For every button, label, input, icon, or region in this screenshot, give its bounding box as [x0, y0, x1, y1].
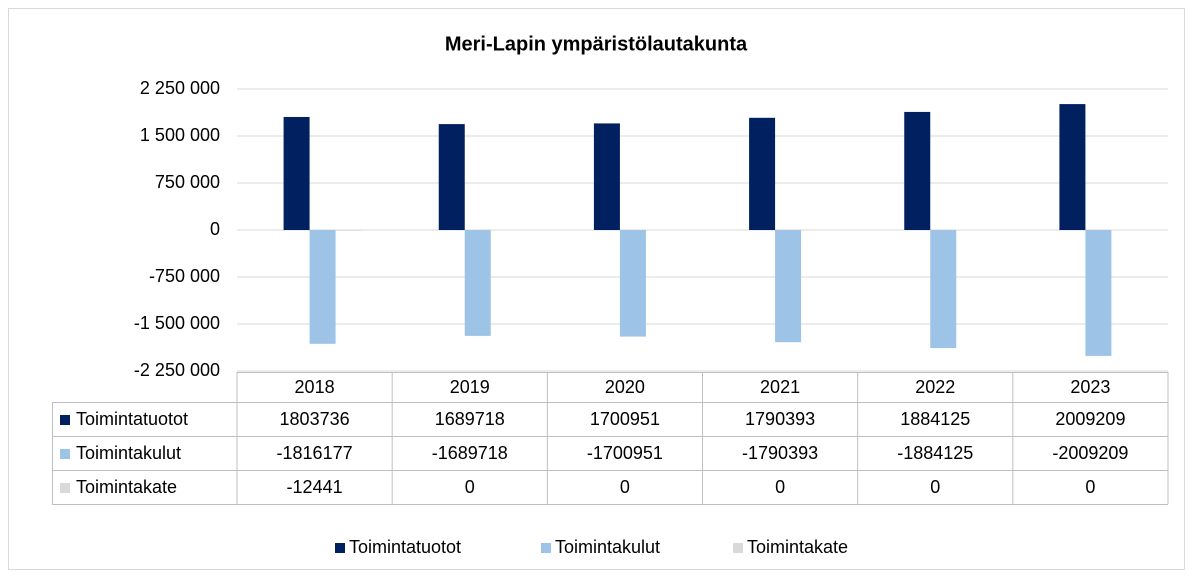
- x-tick-label: 2021: [760, 377, 800, 397]
- table-cell: 1884125: [900, 409, 970, 429]
- legend-label: Toimintakulut: [555, 537, 660, 557]
- bar: [775, 230, 802, 343]
- x-tick-label: 2023: [1070, 377, 1110, 397]
- x-tick-label: 2022: [915, 377, 955, 397]
- bar: [930, 230, 957, 349]
- y-tick-label: -2 250 000: [134, 360, 220, 380]
- bar: [335, 230, 362, 231]
- bar: [1085, 230, 1112, 356]
- table-cell: 1790393: [745, 409, 815, 429]
- legend-key: [335, 543, 345, 553]
- y-tick-label: 1 500 000: [140, 125, 220, 145]
- chart-border: [8, 8, 1185, 570]
- table-cell: 1700951: [590, 409, 660, 429]
- table-row-label: Toimintatuotot: [76, 409, 188, 429]
- x-tick-label: 2018: [295, 377, 335, 397]
- bar: [593, 123, 620, 230]
- table-cell: -1700951: [587, 443, 663, 463]
- bar: [464, 230, 491, 336]
- legend-key: [733, 543, 743, 553]
- y-tick-label: -750 000: [149, 266, 220, 286]
- bar: [904, 111, 931, 230]
- table-cell: -1884125: [897, 443, 973, 463]
- legend-label: Toimintakate: [747, 537, 848, 557]
- bar: [749, 117, 776, 230]
- table-cell: -12441: [287, 477, 343, 497]
- legend-key: [60, 483, 70, 493]
- x-tick-label: 2019: [450, 377, 490, 397]
- y-tick-label: 2 250 000: [140, 78, 220, 98]
- legend-key: [60, 415, 70, 425]
- x-tick-label: 2020: [605, 377, 645, 397]
- legend-key: [60, 449, 70, 459]
- table-cell: -2009209: [1052, 443, 1128, 463]
- table-cell: -1816177: [277, 443, 353, 463]
- table-cell: -1689718: [432, 443, 508, 463]
- chart-title: Meri-Lapin ympäristölautakunta: [445, 33, 748, 55]
- table-cell: 1689718: [435, 409, 505, 429]
- bar: [1059, 104, 1086, 230]
- table-row-label: Toimintakulut: [76, 443, 181, 463]
- table-row-label: Toimintakate: [76, 477, 177, 497]
- legend-key: [541, 543, 551, 553]
- y-tick-label: -1 500 000: [134, 313, 220, 333]
- y-tick-label: 750 000: [155, 172, 220, 192]
- bar: [283, 116, 310, 230]
- table-cell: 2009209: [1055, 409, 1125, 429]
- table-cell: -1790393: [742, 443, 818, 463]
- table-cell: 0: [775, 477, 785, 497]
- table-cell: 0: [620, 477, 630, 497]
- table-cell: 0: [930, 477, 940, 497]
- table-cell: 0: [465, 477, 475, 497]
- table-cell: 1803736: [280, 409, 350, 429]
- table-cell: 0: [1085, 477, 1095, 497]
- bar: [438, 124, 465, 230]
- y-tick-label: 0: [210, 219, 220, 239]
- legend-label: Toimintatuotot: [349, 537, 461, 557]
- bar: [619, 230, 646, 337]
- bar: [309, 230, 336, 344]
